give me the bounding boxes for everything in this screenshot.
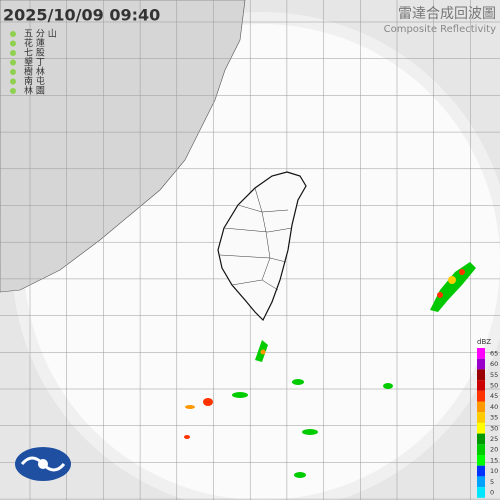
station-name: 林 園: [24, 85, 45, 97]
legend-label: 25: [490, 435, 498, 443]
echo: [184, 435, 190, 439]
station-name: 五 分 山: [24, 29, 57, 40]
legend-swatch: [477, 369, 485, 381]
subtitle: Composite Reflectivity: [384, 24, 496, 35]
legend-label: 45: [490, 392, 498, 400]
station-name: 南 屯: [24, 75, 45, 87]
legend-swatch: [477, 444, 485, 455]
station-list: 五 分 山花 蓮七 股墾 丁樹 林南 屯林 園: [10, 29, 57, 97]
legend-label: 60: [490, 360, 498, 368]
legend-label: 40: [490, 403, 498, 411]
logo: [15, 447, 71, 481]
legend-label: 55: [490, 371, 498, 379]
echo: [203, 398, 213, 406]
echoes: [184, 262, 476, 478]
station-name: 花 蓮: [24, 37, 45, 49]
legend-swatch: [477, 401, 485, 413]
station-dot: [10, 50, 16, 56]
legend-swatch: [477, 412, 485, 423]
legend-label: 15: [490, 456, 498, 464]
legend-swatch: [477, 433, 485, 445]
echo: [430, 262, 476, 312]
station-dot: [10, 31, 16, 37]
station-name: 七 股: [24, 48, 45, 59]
echo: [232, 392, 248, 398]
legend-swatch: [477, 380, 485, 391]
station-dot: [10, 59, 16, 66]
echo: [292, 379, 304, 385]
legend-label: 20: [490, 446, 498, 454]
mainland-coast: [0, 0, 246, 293]
legend-swatch: [477, 476, 485, 488]
station-dot: [10, 88, 16, 94]
echo: [383, 383, 393, 389]
echo: [459, 269, 465, 275]
legend-swatch: [477, 487, 485, 498]
echo: [448, 276, 456, 284]
station-name: 墾 丁: [24, 56, 45, 68]
station-dot: [10, 78, 16, 85]
echo: [260, 349, 266, 355]
echo: [437, 292, 443, 298]
county-borders: [219, 187, 293, 291]
station-dot: [10, 69, 16, 75]
echo: [302, 429, 318, 435]
legend-swatch: [477, 348, 485, 359]
legend-label: 0: [490, 488, 494, 496]
legend-swatch: [477, 358, 485, 370]
legend-label: 50: [490, 381, 498, 389]
legend-label: 5: [490, 478, 494, 486]
legend-swatch: [477, 390, 485, 402]
legend-label: 65: [490, 349, 498, 357]
legend-label: 35: [490, 414, 498, 422]
legend-unit: dBZ: [477, 338, 491, 346]
legend-swatch: [477, 422, 485, 434]
echo: [185, 405, 195, 409]
timestamp: 2025/10/09 09:40: [3, 6, 160, 25]
echo: [294, 472, 306, 478]
legend-label: 30: [490, 424, 498, 432]
legend-swatch: [477, 455, 485, 466]
legend-label: 10: [490, 467, 498, 475]
title: 雷達合成回波圖: [398, 6, 496, 22]
station-dot: [10, 40, 16, 47]
station-name: 樹 林: [24, 66, 45, 78]
legend-swatch: [477, 465, 485, 477]
